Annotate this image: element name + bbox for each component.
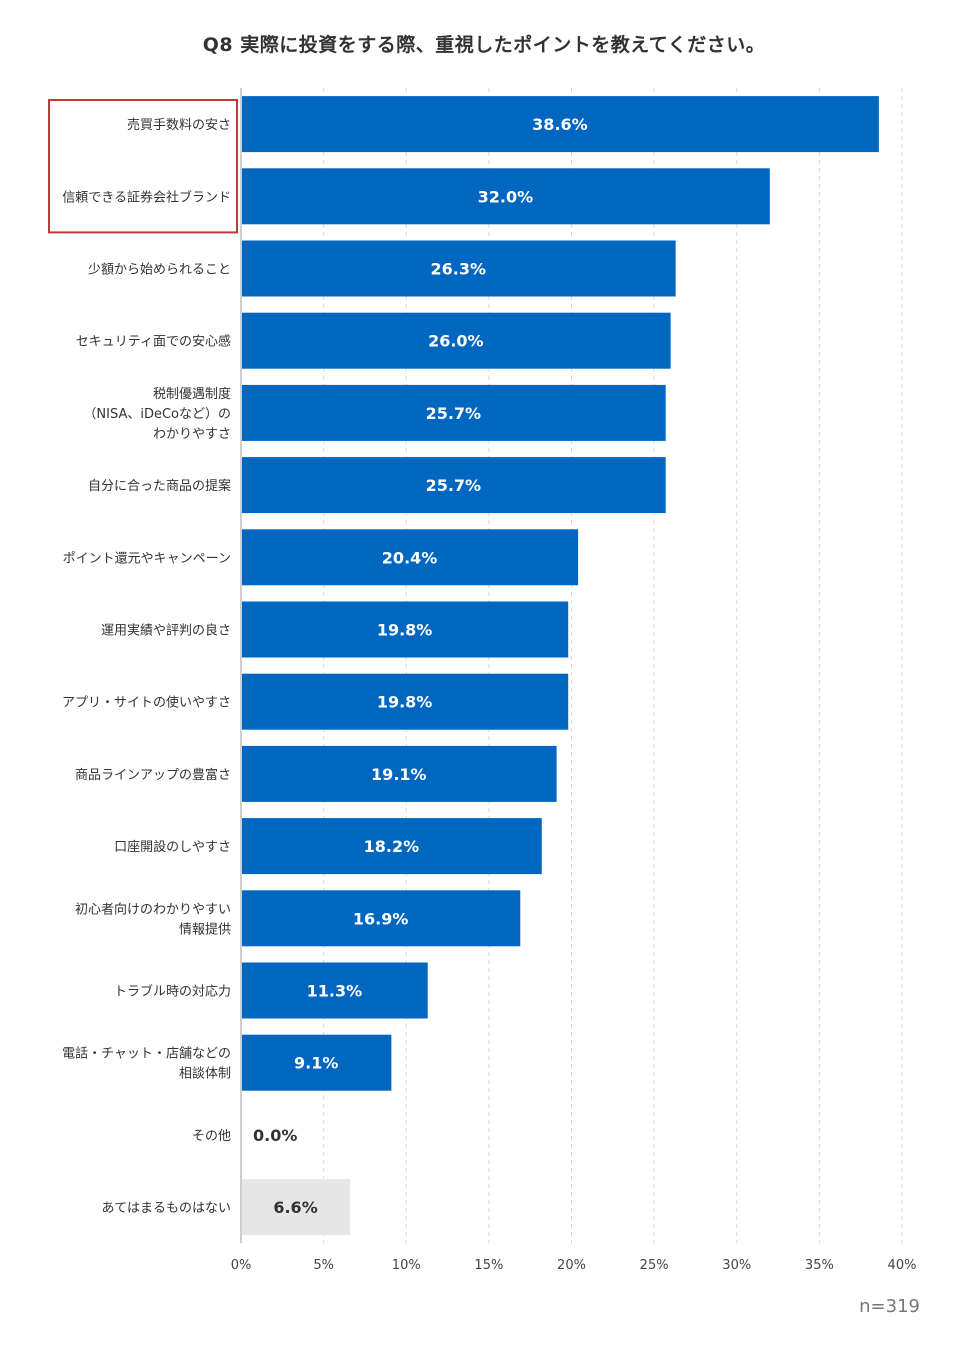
bar: [242, 168, 770, 225]
bar: [242, 529, 579, 586]
category-label: 初心者向けのわかりやすい: [75, 901, 231, 917]
category-label: 税制優遇制度: [153, 386, 231, 402]
sample-size-note: n=319: [859, 1296, 920, 1317]
category-label: 売買手数料の安さ: [127, 117, 231, 133]
bar-value-label: 16.9%: [353, 909, 409, 928]
category-label: アプリ・サイトの使いやすさ: [62, 695, 231, 711]
bar: [242, 384, 666, 441]
category-label: ポイント還元やキャンペーン: [63, 551, 231, 566]
highlight-box: [48, 99, 238, 234]
bar: [242, 240, 676, 297]
bar-value-label: 11.3%: [307, 982, 363, 1001]
category-label: 少額から始められること: [88, 263, 231, 278]
bar-value-label: 26.3%: [431, 260, 487, 279]
x-tick-label: 0%: [231, 1258, 252, 1273]
category-label: （NISA、iDeCoなど）の: [83, 407, 231, 422]
bar: [242, 818, 542, 875]
bar-value-label: 0.0%: [253, 1126, 297, 1145]
bar: [242, 962, 428, 1019]
category-label: その他: [192, 1129, 231, 1144]
bar-value-label: 19.8%: [377, 621, 433, 640]
category-label: わかりやすさ: [153, 427, 231, 442]
x-tick-label: 25%: [640, 1258, 669, 1273]
bar: [242, 1034, 392, 1091]
x-tick-label: 20%: [557, 1258, 586, 1273]
x-tick-label: 5%: [313, 1258, 334, 1273]
bar: [242, 1179, 351, 1236]
bar-value-label: 25.7%: [426, 404, 482, 423]
category-label: 自分に合った商品の提案: [88, 478, 231, 494]
chart-title: Q8 実際に投資をする際、重視したポイントを教えてください。: [202, 34, 766, 56]
category-label: 商品ラインアップの豊富さ: [75, 767, 231, 783]
bar: [242, 673, 569, 730]
category-label: 運用実績や評判の良さ: [101, 623, 231, 639]
x-tick-label: 10%: [392, 1258, 421, 1273]
bar-value-label: 38.6%: [532, 115, 588, 134]
bar-value-label: 20.4%: [382, 548, 438, 567]
category-label: 電話・チャット・店舗などの: [62, 1046, 231, 1062]
bar: [242, 745, 557, 802]
bar-value-label: 18.2%: [364, 837, 420, 856]
bar-value-label: 19.1%: [371, 765, 427, 784]
category-label: 信頼できる証券会社ブランド: [62, 189, 231, 205]
bar: [242, 890, 521, 947]
bar-value-label: 6.6%: [273, 1198, 317, 1217]
bar-value-label: 9.1%: [294, 1054, 338, 1073]
x-tick-label: 30%: [722, 1258, 751, 1273]
bar-value-label: 25.7%: [426, 476, 482, 495]
x-tick-label: 15%: [474, 1258, 503, 1273]
category-label: あてはまるものはない: [102, 1201, 231, 1216]
category-label: トラブル時の対応力: [114, 984, 231, 1000]
bar: [242, 457, 666, 514]
category-label: 口座開設のしやすさ: [114, 839, 231, 855]
bar-value-label: 32.0%: [478, 187, 534, 206]
bar: [242, 96, 879, 153]
bar-value-label: 19.8%: [377, 693, 433, 712]
category-label: セキュリティ面での安心感: [76, 334, 231, 350]
category-label: 情報提供: [179, 921, 231, 937]
category-label: 相談体制: [179, 1066, 231, 1082]
bar-value-label: 26.0%: [428, 332, 484, 351]
x-tick-label: 40%: [888, 1258, 917, 1273]
x-tick-label: 35%: [805, 1258, 834, 1273]
bar: [242, 601, 569, 658]
bar: [242, 312, 671, 369]
